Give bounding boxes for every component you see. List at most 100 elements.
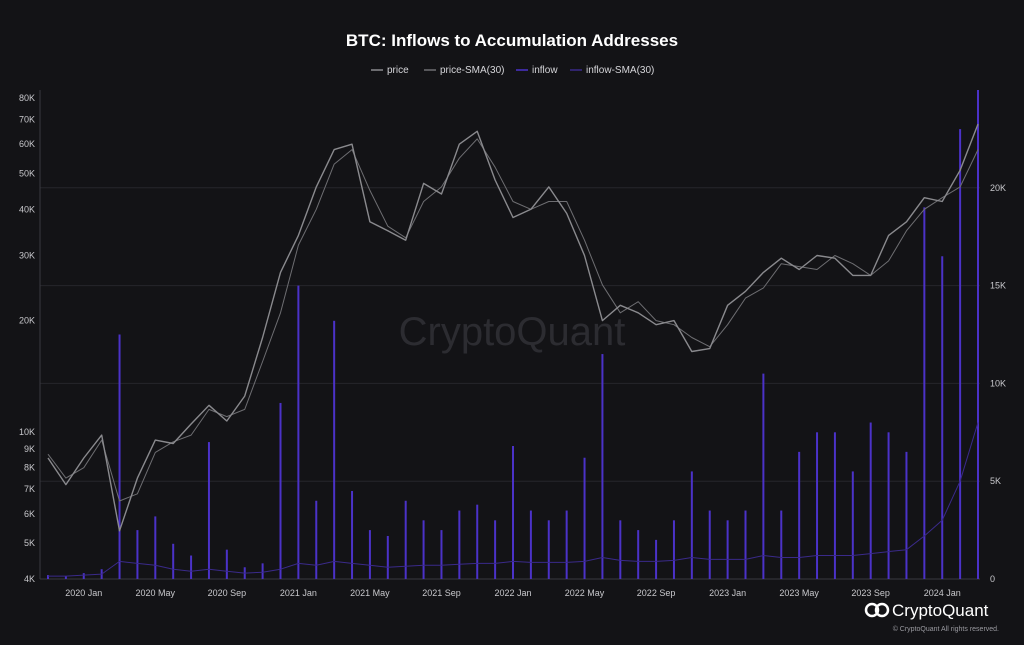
x-tick-label: 2024 Jan [924, 588, 961, 598]
inflow-bar [279, 402, 282, 579]
y-left-tick-label: 6K [24, 509, 35, 519]
copyright: © CryptoQuant All rights reserved. [893, 625, 999, 633]
y-right-tick-label: 10K [990, 378, 1006, 388]
legend-item-price[interactable]: price [371, 65, 409, 76]
inflow-bar [726, 520, 729, 579]
inflow-bar [708, 510, 711, 579]
inflow-bar [494, 520, 497, 579]
x-tick-label: 2021 Sep [422, 588, 461, 598]
legend: price price-SMA(30) inflow inflow-SMA(30… [371, 65, 654, 76]
inflow-bar [690, 471, 693, 579]
inflow-bar [887, 432, 890, 579]
y-right-tick-label: 0 [990, 574, 995, 584]
inflow-bar [869, 422, 872, 579]
inflow-bar [476, 504, 479, 579]
price-line [47, 123, 979, 532]
y-left-tick-label: 20K [19, 316, 35, 326]
inflow-bar [583, 457, 586, 579]
x-tick-label: 2021 May [350, 588, 390, 598]
inflow-bar [977, 90, 979, 579]
gridlines [39, 90, 980, 580]
y-left-tick-label: 70K [19, 114, 35, 124]
legend-item-inflow[interactable]: inflow [516, 65, 558, 76]
y-axis-right: 20K 15K 10K 5K 0 [990, 183, 1006, 584]
inflow-bar [619, 520, 622, 579]
inflow-bar [261, 563, 264, 579]
x-axis: 2020 Jan 2020 May 2020 Sep 2021 Jan 2021 May… [65, 588, 961, 598]
inflow-bar [333, 320, 336, 579]
inflow-bar [404, 500, 407, 579]
x-tick-label: 2020 May [136, 588, 176, 598]
inflow-bar [458, 510, 461, 579]
inflow-bar [297, 285, 300, 579]
x-tick-label: 2022 Jan [494, 588, 531, 598]
legend-item-inflow-sma[interactable]: inflow-SMA(30) [570, 65, 654, 76]
inflow-bar [47, 575, 49, 579]
brand-name: CryptoQuant [892, 601, 989, 620]
inflow-bar [637, 530, 640, 579]
inflow-bar [959, 129, 962, 579]
inflow-bar [368, 530, 371, 579]
inflow-bar [780, 510, 783, 579]
inflow-bar [225, 549, 228, 579]
legend-label-price: price [387, 65, 409, 76]
inflow-bar [64, 576, 67, 579]
inflow-bar [440, 530, 443, 579]
inflow-bar [816, 432, 819, 579]
x-tick-label: 2022 May [565, 588, 605, 598]
inflow-bar [672, 520, 675, 579]
inflow-bar [565, 510, 568, 579]
y-left-tick-label: 4K [24, 574, 35, 584]
inflow-bar [351, 490, 354, 579]
x-tick-label: 2022 Sep [637, 588, 676, 598]
inflow-bar [512, 445, 514, 579]
y-left-tick-label: 80K [19, 93, 35, 103]
inflow-bar [82, 573, 85, 579]
legend-label-inflow: inflow [532, 65, 558, 76]
inflow-bar [798, 451, 801, 579]
y-right-tick-label: 20K [990, 183, 1006, 193]
inflow-bar [315, 500, 318, 579]
inflow-series [47, 90, 979, 580]
inflow-bar [386, 535, 389, 579]
inflow-bar [207, 442, 210, 579]
price-sma-line [47, 138, 979, 502]
inflow-bar [190, 555, 193, 579]
inflow-bar [601, 354, 604, 579]
y-left-tick-label: 9K [24, 444, 35, 454]
inflow-bar [529, 510, 532, 579]
y-left-tick-label: 40K [19, 204, 35, 214]
inflow-sma-line [48, 422, 979, 577]
x-tick-label: 2023 Sep [851, 588, 890, 598]
y-left-tick-label: 60K [19, 139, 35, 149]
y-left-tick-label: 30K [19, 250, 35, 260]
price-series [47, 123, 979, 577]
inflow-bar [136, 530, 139, 579]
inflow-bar [905, 451, 908, 579]
x-tick-label: 2021 Jan [280, 588, 317, 598]
watermark: CryptoQuant [399, 310, 626, 354]
inflow-bar [762, 373, 765, 579]
inflow-bar [655, 539, 658, 579]
y-right-tick-label: 15K [990, 281, 1006, 291]
brand-logo: CryptoQuant © CryptoQuant All rights res… [864, 601, 999, 633]
chart-title: BTC: Inflows to Accumulation Addresses [346, 31, 678, 50]
y-left-tick-label: 10K [19, 427, 35, 437]
inflow-bar [172, 543, 175, 579]
x-tick-label: 2020 Sep [208, 588, 247, 598]
legend-item-price-sma[interactable]: price-SMA(30) [424, 65, 504, 76]
inflow-bar [851, 471, 854, 579]
x-tick-label: 2020 Jan [65, 588, 102, 598]
inflow-bar [547, 520, 550, 579]
legend-label-price-sma: price-SMA(30) [440, 65, 504, 76]
inflow-bar [833, 432, 836, 579]
y-axis-left: 80K 70K 60K 50K 40K 30K 20K 10K 9K 8K 7K 6K 5K 4K [19, 93, 35, 584]
y-left-tick-label: 8K [24, 463, 35, 473]
y-left-tick-label: 7K [24, 484, 35, 494]
x-tick-label: 2023 Jan [709, 588, 746, 598]
inflow-bar [154, 516, 157, 579]
y-left-tick-label: 5K [24, 538, 35, 548]
x-tick-label: 2023 May [779, 588, 819, 598]
inflow-bar [923, 207, 926, 580]
